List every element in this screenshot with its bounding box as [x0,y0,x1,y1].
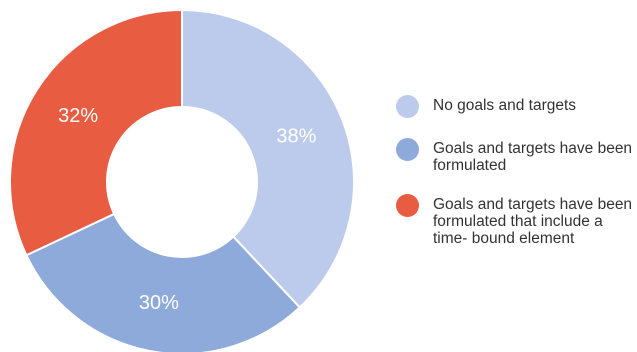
legend: No goals and targets Goals and targets ha… [396,95,636,267]
legend-item: Goals and targets have been formulated [396,138,636,174]
legend-swatch [396,95,419,118]
slices-group [9,8,355,352]
slice-value-label: 32% [58,105,98,127]
slice-value-label: 30% [139,292,179,314]
legend-label: No goals and targets [433,97,577,114]
legend-swatch [396,194,419,217]
legend-item: Goals and targets have been formulated t… [396,194,636,247]
slice-value-label: 38% [276,126,316,148]
legend-label: Goals and targets have been formulated [433,140,633,174]
donut-slice [181,8,355,309]
legend-item: No goals and targets [396,95,636,118]
slice-labels-group: 38% 30% 32% [58,105,316,314]
donut-slice [25,212,302,352]
donut-slice [9,8,183,257]
legend-swatch [396,138,419,161]
legend-label: Goals and targets have been formulated t… [433,196,633,247]
